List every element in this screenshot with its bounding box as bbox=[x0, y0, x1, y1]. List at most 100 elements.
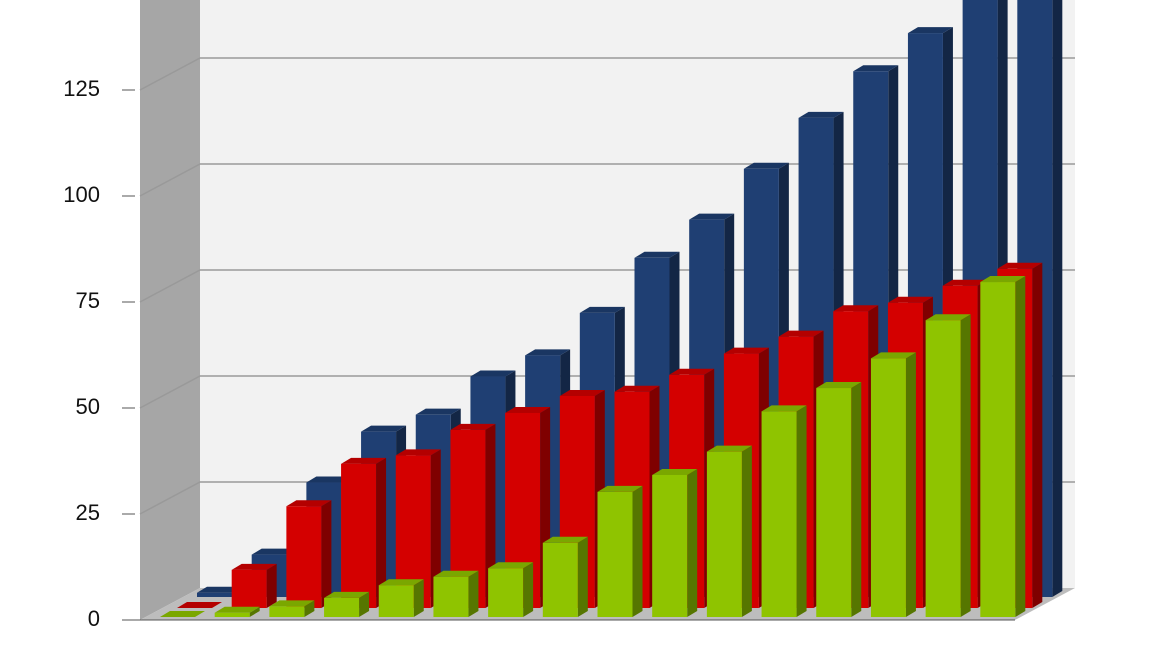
bar-top bbox=[761, 405, 807, 412]
bar-side bbox=[632, 485, 643, 617]
bar-front bbox=[488, 568, 524, 617]
bar bbox=[378, 579, 424, 617]
bar-front bbox=[269, 606, 305, 617]
bar-top bbox=[341, 457, 387, 464]
bar-front bbox=[214, 612, 250, 617]
y-tick-label: 125 bbox=[63, 76, 100, 101]
bar-side bbox=[851, 382, 862, 617]
bar-front bbox=[761, 411, 797, 617]
bar bbox=[324, 591, 370, 617]
bar-top bbox=[415, 408, 461, 415]
bar-side bbox=[266, 563, 277, 608]
bar-top bbox=[378, 579, 424, 586]
bar-top bbox=[942, 279, 988, 286]
bar-front bbox=[378, 585, 414, 617]
bar-side bbox=[905, 352, 916, 617]
bar-front bbox=[231, 569, 267, 608]
bar bbox=[761, 405, 807, 617]
bar-top bbox=[980, 276, 1026, 283]
y-tick-label: 25 bbox=[76, 500, 100, 525]
bar-top bbox=[798, 111, 844, 118]
bar bbox=[706, 445, 752, 617]
bar-front bbox=[341, 463, 377, 608]
bar-top bbox=[324, 591, 370, 598]
bar-top bbox=[214, 606, 260, 613]
bar-front bbox=[816, 388, 852, 617]
bar-side bbox=[523, 562, 534, 617]
bar-top bbox=[269, 600, 315, 607]
bar-top bbox=[542, 536, 588, 543]
side-wall bbox=[140, 0, 200, 620]
bar-side bbox=[741, 445, 752, 617]
bar-top bbox=[306, 476, 352, 483]
bar-top bbox=[395, 449, 441, 456]
grid-line bbox=[139, 57, 1075, 91]
bar bbox=[816, 382, 862, 617]
bar-top bbox=[251, 548, 297, 555]
bar-side bbox=[1015, 276, 1026, 617]
bar-top bbox=[559, 390, 605, 396]
bar-front bbox=[925, 320, 961, 617]
bar-top bbox=[778, 330, 824, 337]
bar-top bbox=[505, 406, 551, 413]
bar bbox=[597, 485, 643, 617]
bar-top bbox=[743, 162, 789, 169]
bar bbox=[488, 562, 534, 617]
bar-side bbox=[1052, 0, 1063, 597]
bar-top bbox=[597, 485, 643, 492]
bar bbox=[542, 536, 588, 617]
bar-top bbox=[231, 563, 277, 570]
bar-front bbox=[597, 491, 633, 617]
y-tick-label: 100 bbox=[63, 182, 100, 207]
bar-top bbox=[706, 445, 752, 452]
bar-top bbox=[652, 468, 698, 475]
bar-side bbox=[1032, 262, 1043, 608]
bar-top bbox=[177, 602, 222, 608]
bar bbox=[160, 611, 205, 617]
bar-side bbox=[485, 423, 496, 608]
bar-top bbox=[907, 27, 953, 34]
bars bbox=[160, 0, 1063, 617]
bar-top bbox=[470, 370, 516, 377]
bar bbox=[286, 500, 332, 608]
bar-side bbox=[304, 600, 315, 617]
bar-front bbox=[706, 451, 742, 617]
bar-top bbox=[925, 314, 971, 321]
bar-side bbox=[577, 536, 588, 617]
bar-front bbox=[870, 358, 906, 617]
bar bbox=[433, 570, 479, 617]
bar bbox=[870, 352, 916, 617]
bar-front bbox=[542, 542, 578, 617]
bar-front bbox=[980, 282, 1016, 617]
bar-side bbox=[359, 591, 370, 617]
bar-top bbox=[870, 352, 916, 359]
bar-top bbox=[689, 213, 735, 220]
bar-front bbox=[286, 506, 322, 608]
bar-top bbox=[160, 611, 205, 617]
bar-top bbox=[450, 423, 496, 430]
bar-top bbox=[614, 385, 660, 392]
bar-side bbox=[376, 457, 387, 608]
bar bbox=[925, 314, 971, 617]
bar-side bbox=[249, 606, 260, 617]
bar bbox=[980, 276, 1026, 617]
y-tick-label: 0 bbox=[88, 606, 100, 631]
bar-front bbox=[324, 597, 360, 617]
bar bbox=[231, 563, 277, 608]
bar-side bbox=[468, 570, 479, 617]
bar-top bbox=[361, 425, 407, 432]
bar bbox=[652, 468, 698, 617]
bar-top bbox=[525, 349, 571, 356]
bar-top bbox=[887, 296, 933, 303]
bar-side bbox=[430, 449, 441, 608]
bar-front bbox=[433, 576, 469, 617]
y-tick-label: 75 bbox=[76, 288, 100, 313]
bar-top bbox=[833, 305, 879, 312]
bar-top bbox=[579, 306, 625, 313]
bar-side bbox=[413, 579, 424, 617]
bar-top bbox=[286, 500, 332, 507]
bar-top bbox=[669, 368, 715, 375]
bar-front bbox=[652, 474, 688, 617]
bar-top bbox=[816, 382, 862, 389]
bar bbox=[341, 457, 387, 608]
